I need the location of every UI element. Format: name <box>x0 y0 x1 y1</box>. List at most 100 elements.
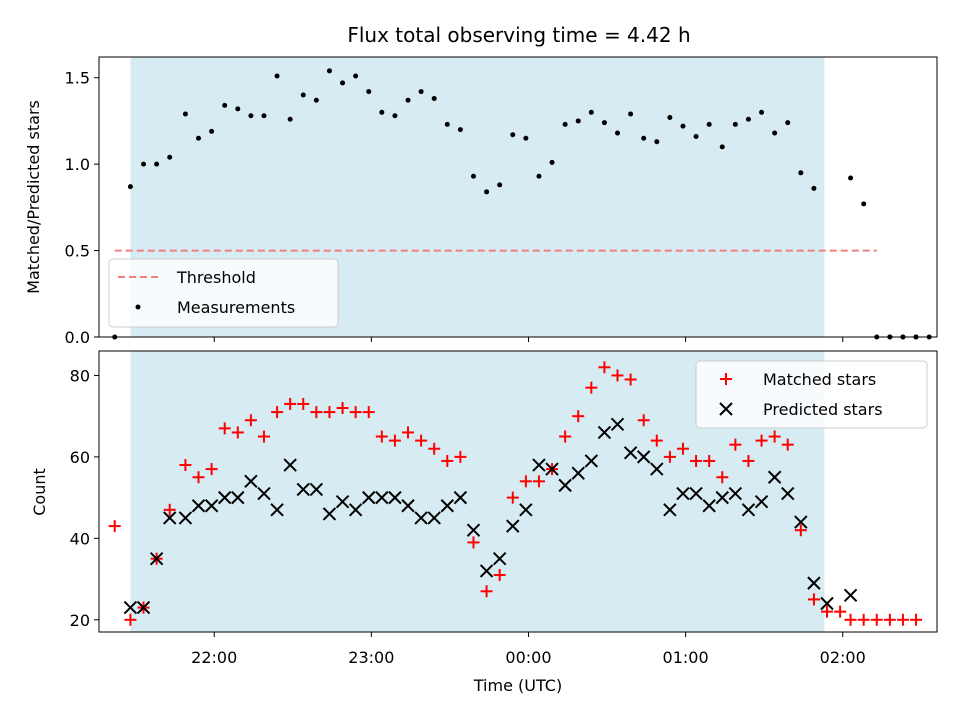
matched-star-point <box>415 434 428 447</box>
matched-star-point <box>310 406 323 419</box>
bottom-legend-box <box>695 360 928 429</box>
measurement-point <box>759 109 765 115</box>
matched-star-point <box>231 426 244 439</box>
matched-star-point <box>883 613 896 626</box>
cross-stroke <box>689 486 703 501</box>
cross-stroke <box>650 462 664 476</box>
matched-star-point <box>559 430 572 443</box>
cross-stroke <box>728 486 743 501</box>
matched-star-point <box>124 613 137 626</box>
top-legend-box <box>108 258 339 328</box>
measurement-point <box>575 118 581 124</box>
cross-stroke <box>309 482 324 497</box>
predicted-star-point <box>191 499 206 513</box>
cross-stroke <box>610 417 625 432</box>
matched-star-point <box>323 406 336 419</box>
bottom-y-tick-label: 80 <box>70 366 90 385</box>
predicted-star-point <box>492 551 507 566</box>
predicted-star-point <box>532 458 546 472</box>
cross-stroke <box>162 511 177 525</box>
matched-star-point <box>794 524 807 537</box>
matched-star-point <box>834 605 847 618</box>
measurement-point <box>248 113 254 119</box>
cross-stroke <box>715 490 729 505</box>
matched-star-point <box>703 454 716 467</box>
cross-stroke <box>244 474 258 489</box>
cross-stroke <box>584 454 599 468</box>
matched-star-point <box>284 397 297 410</box>
measurement-point <box>392 113 398 119</box>
matched-star-point <box>637 414 650 427</box>
predicted-star-point <box>715 490 729 505</box>
x-tick-label: 22:00 <box>191 648 237 667</box>
matched-star-point <box>821 605 834 618</box>
matched-star-point <box>108 520 121 533</box>
measurement-point <box>418 89 424 95</box>
predicted-star-point <box>257 486 271 501</box>
predicted-star-point <box>843 588 858 603</box>
measurement-point <box>222 102 228 108</box>
measurements-legend-swatch <box>135 304 141 310</box>
cross-stroke <box>453 490 468 505</box>
matched-star-point <box>441 454 454 467</box>
matched-star-point <box>755 434 768 447</box>
matched-star-point <box>870 613 883 626</box>
count-points <box>108 361 923 626</box>
bottom-panel: 20 40 60 80 22:00 23:00 00:00 01:00 02:00 Count… <box>30 350 938 695</box>
bottom-y-ticks: 20 40 60 80 <box>70 366 99 630</box>
predicted-star-point <box>427 511 441 525</box>
cross-stroke <box>296 482 310 497</box>
measurement-point <box>732 121 738 127</box>
predicted-star-point <box>728 486 743 501</box>
cross-stroke <box>191 499 206 513</box>
x-axis-label: Time (UTC) <box>473 676 562 695</box>
matched-star-point <box>467 536 480 549</box>
measurement-point <box>405 97 411 103</box>
measurement-point <box>287 116 293 122</box>
predicted-star-point <box>309 482 324 497</box>
predicted-star-point <box>597 425 612 440</box>
matched-star-point <box>428 442 441 455</box>
matched-star-point <box>857 613 870 626</box>
bottom-y-tick-label: 40 <box>70 529 90 548</box>
cross-stroke <box>322 507 337 521</box>
predicted-star-point <box>204 499 219 513</box>
predicted-star-point <box>440 499 455 513</box>
cross-stroke <box>427 511 441 525</box>
predicted-star-point <box>623 446 638 460</box>
measurement-point <box>510 132 516 138</box>
measurement-point <box>444 121 450 127</box>
top-y-tick-label: 1.0 <box>65 155 90 174</box>
measurement-point <box>196 135 202 141</box>
predicted-star-point <box>610 417 625 432</box>
measurement-point <box>366 89 372 95</box>
cross-stroke <box>149 551 164 566</box>
predicted-star-point <box>519 503 533 517</box>
matched-star-point <box>676 442 689 455</box>
cross-stroke <box>401 499 415 513</box>
matched-star-point <box>663 450 676 463</box>
matched-star-point <box>362 406 375 419</box>
predicted-legend-label: Predicted stars <box>763 400 883 419</box>
measurement-point <box>300 92 306 98</box>
measurement-point <box>628 111 634 117</box>
measurement-point <box>261 113 267 119</box>
cross-stroke <box>492 551 507 566</box>
bottom-legend: Matched stars Predicted stars <box>695 360 928 429</box>
top-y-tick-label: 0.0 <box>65 328 90 347</box>
measurement-point <box>484 189 490 195</box>
matched-star-point <box>716 471 729 484</box>
measurement-point <box>719 144 725 150</box>
cross-stroke <box>558 478 572 493</box>
predicted-star-point <box>231 490 245 505</box>
predicted-star-point <box>466 523 481 537</box>
bottom-y-tick-label: 20 <box>70 611 90 630</box>
top-legend: Threshold Measurements <box>108 258 339 328</box>
matched-star-point <box>257 430 270 443</box>
measurements-legend-label: Measurements <box>177 298 295 317</box>
matched-star-point <box>844 613 857 626</box>
measurement-point <box>693 134 699 140</box>
cross-stroke <box>545 462 559 476</box>
predicted-star-point <box>702 499 716 513</box>
measurement-point <box>861 201 867 207</box>
